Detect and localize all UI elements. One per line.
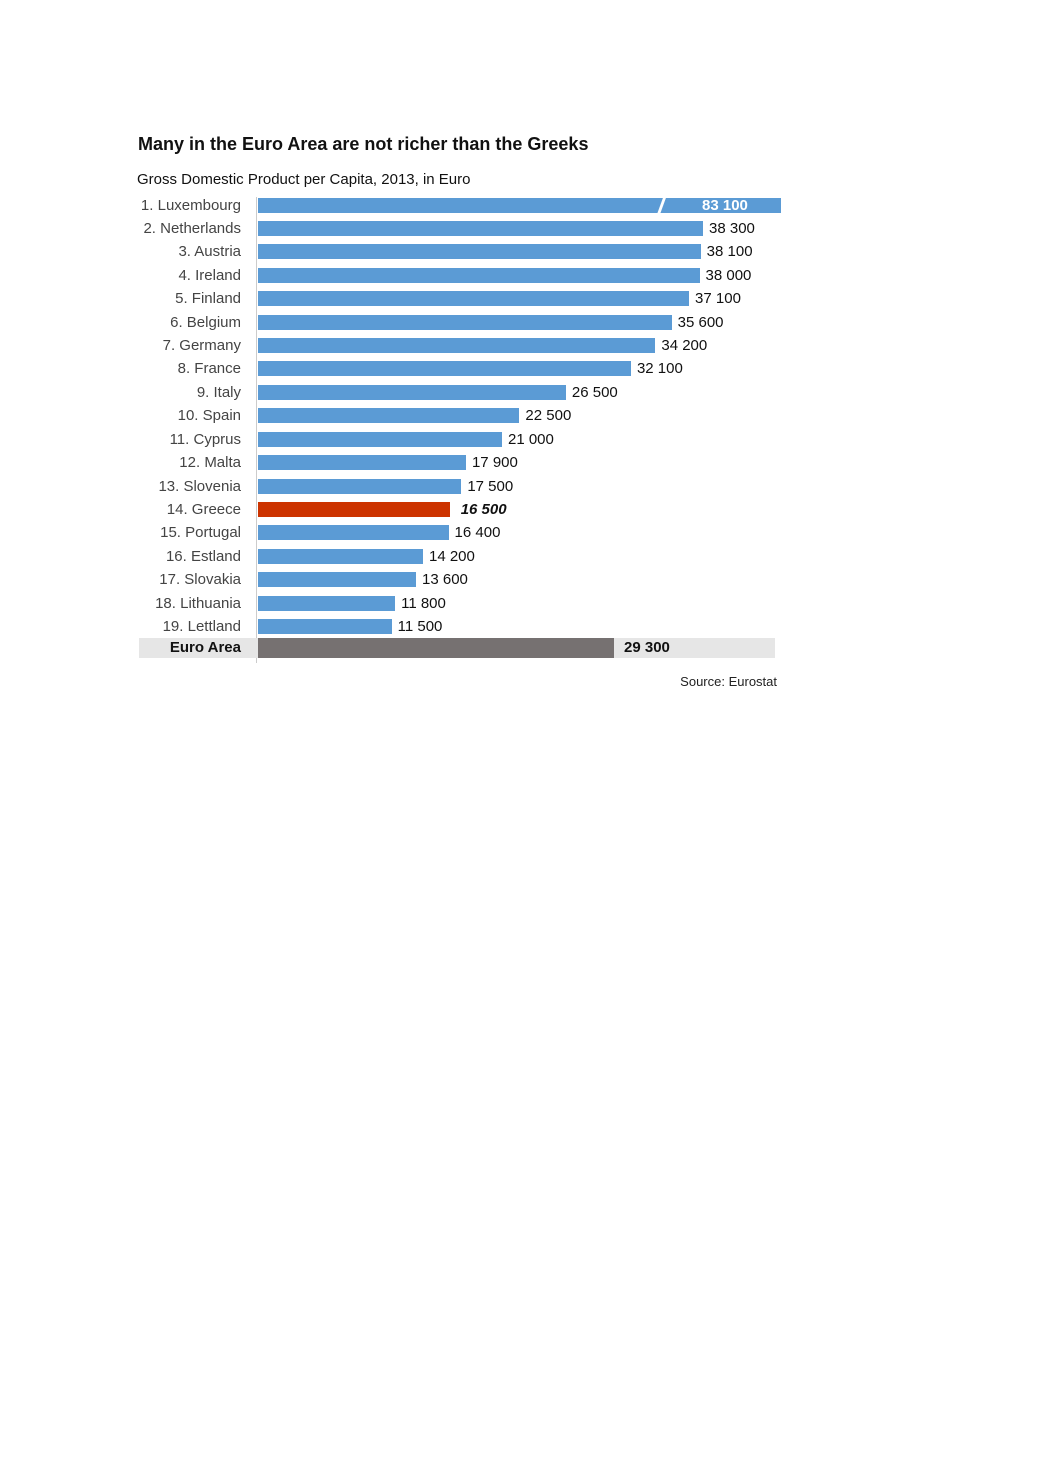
bar xyxy=(258,479,462,494)
data-label: 32 100 xyxy=(636,360,683,377)
data-label: 11 500 xyxy=(397,618,443,635)
bar xyxy=(258,596,396,611)
bar xyxy=(258,525,449,540)
category-label: 17. Slovakia xyxy=(159,571,241,588)
bar xyxy=(258,291,690,306)
bar xyxy=(258,619,392,634)
data-label: 29 300 xyxy=(624,639,670,656)
bar xyxy=(258,408,520,423)
category-label: 18. Lithuania xyxy=(155,595,241,612)
bar xyxy=(258,268,700,283)
bar xyxy=(258,502,450,517)
bar xyxy=(258,549,423,564)
data-label: 22 500 xyxy=(525,407,572,424)
category-label: 2. Netherlands xyxy=(143,220,241,237)
bar xyxy=(258,432,502,447)
data-label: 17 900 xyxy=(471,454,518,471)
data-label: 37 100 xyxy=(695,290,741,307)
bar xyxy=(258,198,781,213)
category-label: 4. Ireland xyxy=(178,267,241,284)
bar xyxy=(258,638,614,658)
data-label: 35 600 xyxy=(677,314,724,331)
category-label: 19. Lettland xyxy=(162,618,241,635)
data-label: 83 100 xyxy=(702,197,748,214)
category-label: 11. Cyprus xyxy=(169,431,241,448)
data-label: 14 200 xyxy=(428,548,475,565)
category-label: Euro Area xyxy=(169,639,241,656)
data-label: 26 500 xyxy=(571,384,618,401)
bar xyxy=(258,572,417,587)
category-label: 7. Germany xyxy=(162,337,241,354)
bar xyxy=(258,361,631,376)
category-label: 13. Slovenia xyxy=(158,478,241,495)
category-label: 5. Finland xyxy=(175,290,241,307)
bar xyxy=(258,315,672,330)
category-label: 10. Spain xyxy=(177,407,241,424)
data-label: 16 500 xyxy=(460,501,507,518)
data-label: 11 800 xyxy=(401,595,446,612)
category-label: 6. Belgium xyxy=(170,314,241,331)
bar xyxy=(258,455,466,470)
data-label: 38 100 xyxy=(706,243,753,260)
category-label: 1. Luxembourg xyxy=(140,197,241,214)
category-label: 14. Greece xyxy=(166,501,241,518)
category-axis xyxy=(256,197,257,663)
category-label: 9. Italy xyxy=(196,384,241,401)
data-label: 16 400 xyxy=(454,524,501,541)
data-label: 38 300 xyxy=(709,220,755,237)
chart-title: Many in the Euro Area are not richer tha… xyxy=(138,134,589,154)
bar xyxy=(258,221,703,236)
category-label: 12. Malta xyxy=(179,454,241,471)
bar xyxy=(258,244,701,259)
category-label: 15. Portugal xyxy=(160,524,241,541)
chart-subtitle: Gross Domestic Product per Capita, 2013,… xyxy=(137,171,471,188)
source-note: Source: Eurostat xyxy=(680,674,777,689)
data-label: 21 000 xyxy=(507,431,554,448)
category-label: 16. Estland xyxy=(165,548,241,565)
bar xyxy=(258,338,656,353)
data-label: 13 600 xyxy=(422,571,468,588)
bar xyxy=(258,385,566,400)
data-label: 34 200 xyxy=(661,337,708,354)
category-label: 8. France xyxy=(177,360,241,377)
data-label: 17 500 xyxy=(467,478,514,495)
data-label: 38 000 xyxy=(705,267,752,284)
category-label: 3. Austria xyxy=(178,243,241,260)
